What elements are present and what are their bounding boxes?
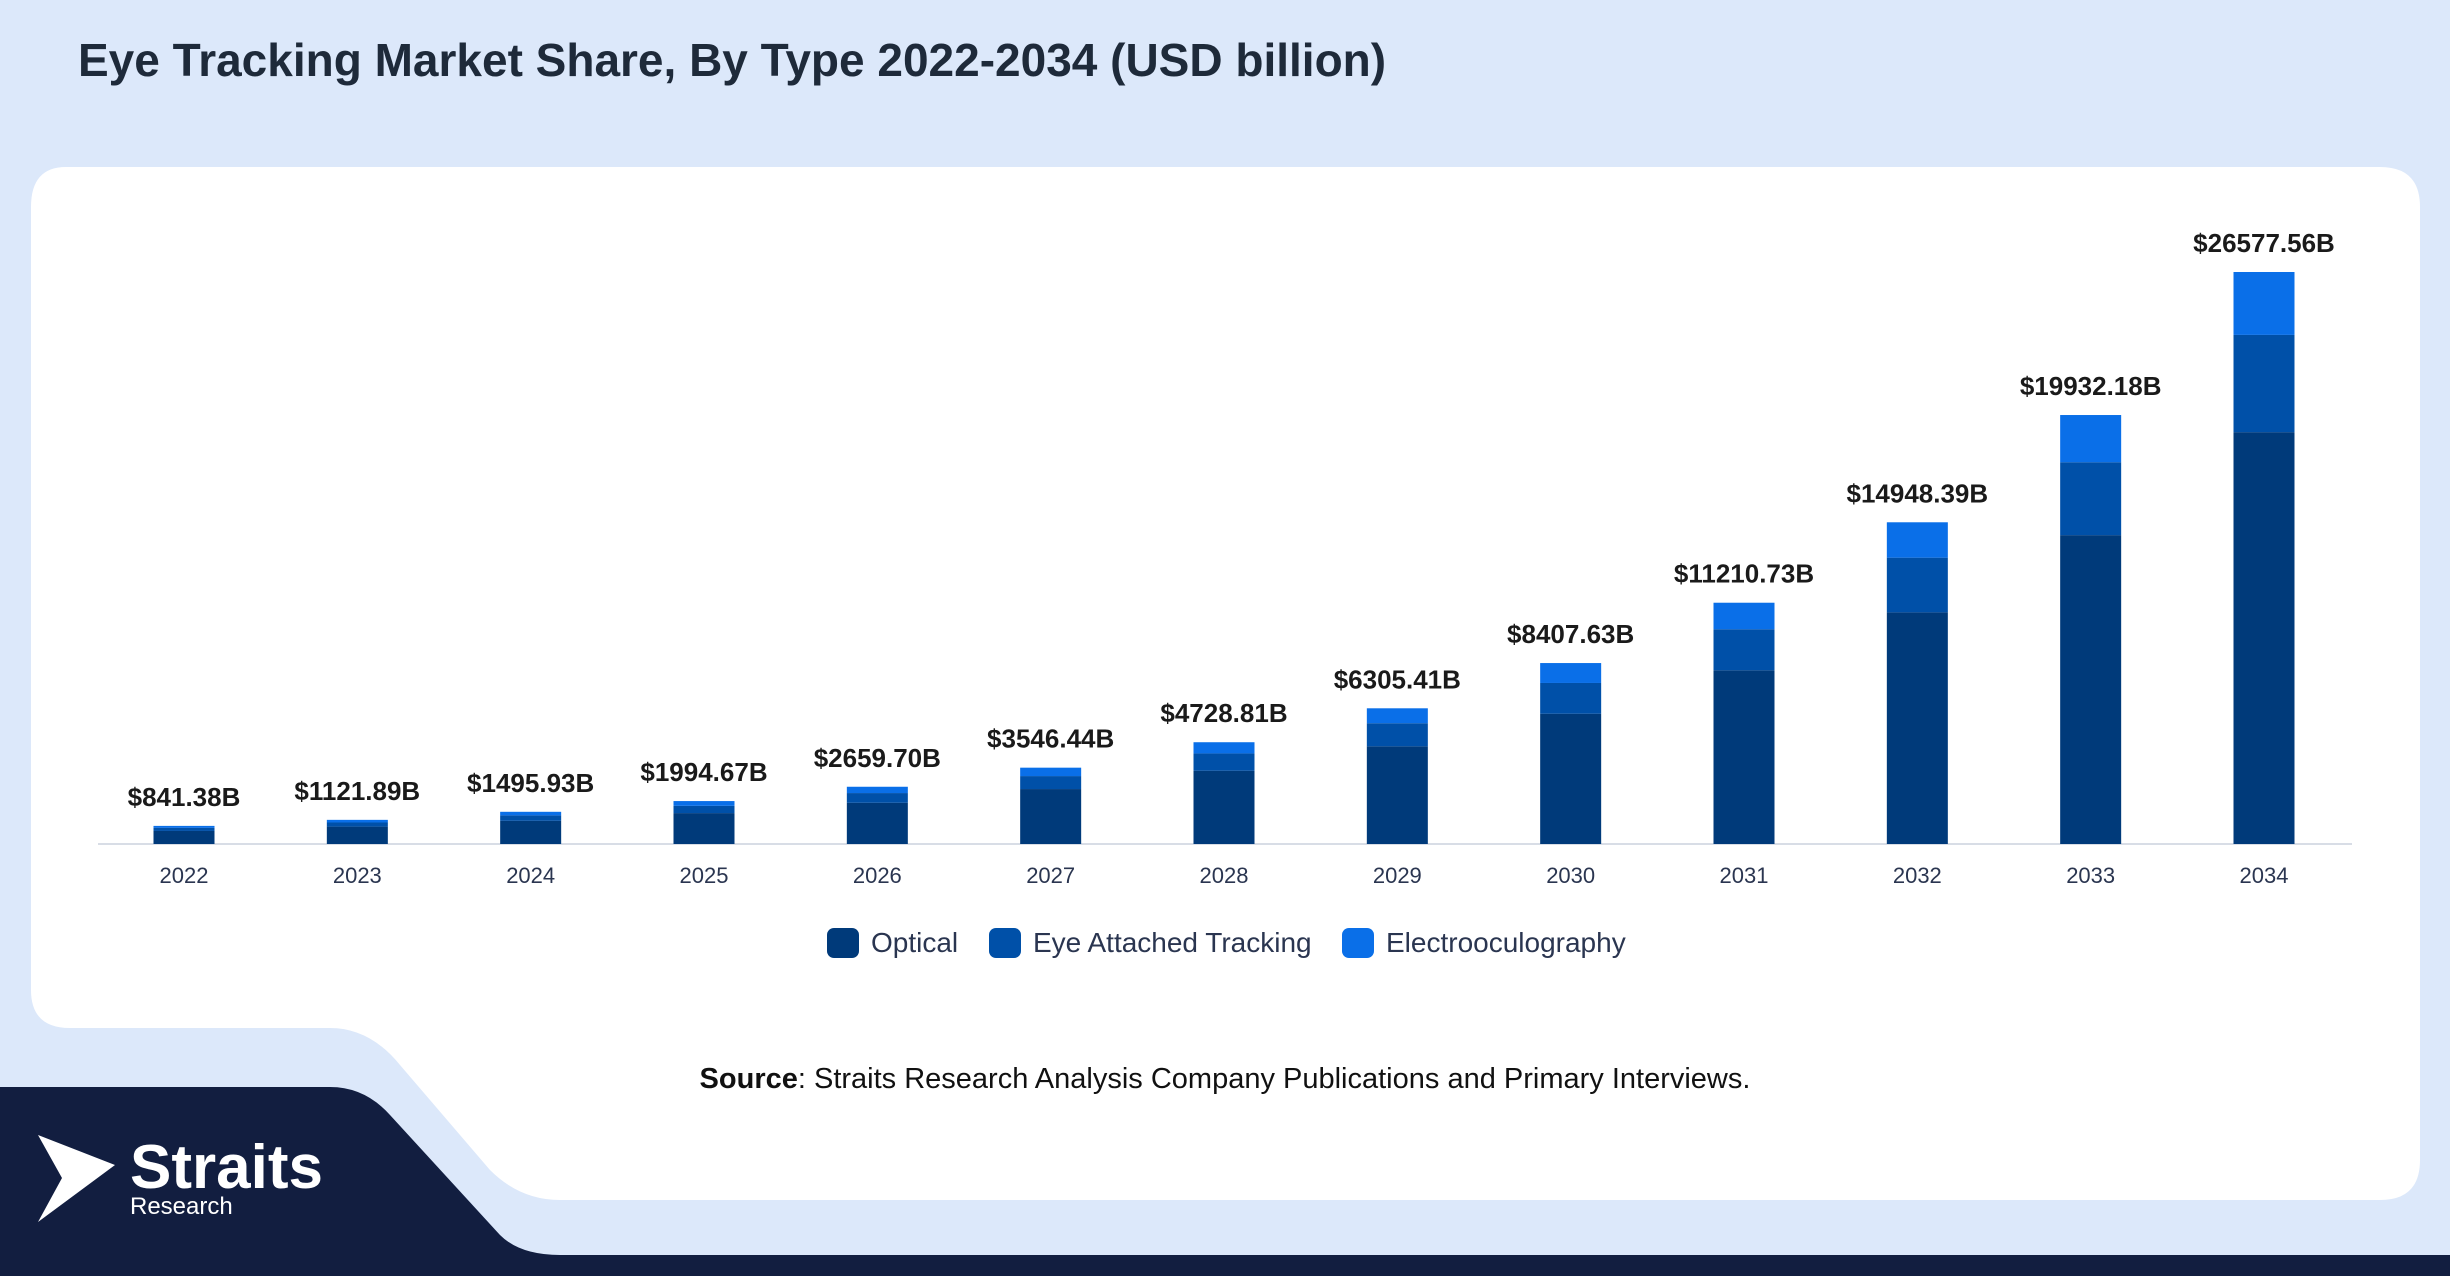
total-label: $26577.56B xyxy=(2193,228,2335,258)
x-tick-label: 2025 xyxy=(680,863,729,888)
total-label: $19932.18B xyxy=(2020,371,2162,401)
total-label: $3546.44B xyxy=(987,724,1114,754)
x-tick-label: 2029 xyxy=(1373,863,1422,888)
x-tick-label: 2030 xyxy=(1546,863,1595,888)
bar-segment xyxy=(673,801,735,806)
bar-segment xyxy=(2060,415,2122,463)
x-tick-label: 2034 xyxy=(2240,863,2289,888)
legend-label: Electrooculography xyxy=(1386,927,1626,958)
legend-label: Optical xyxy=(871,927,958,958)
total-label: $1495.93B xyxy=(467,768,594,798)
legend-swatch xyxy=(827,928,859,958)
bar-segment xyxy=(846,786,908,794)
bar-segment xyxy=(846,802,908,844)
x-tick-label: 2022 xyxy=(160,863,209,888)
bar-segment xyxy=(1366,723,1428,747)
total-label: $1994.67B xyxy=(640,757,767,787)
bar-segment xyxy=(1540,713,1602,844)
bar-segment xyxy=(1193,753,1255,771)
bar-segment xyxy=(326,819,388,823)
bar-segment xyxy=(2233,334,2295,433)
x-tick-label: 2032 xyxy=(1893,863,1942,888)
bar-segment xyxy=(2060,535,2122,844)
bar-segment xyxy=(1886,612,1948,844)
legend-swatch xyxy=(1342,928,1374,958)
x-tick-label: 2026 xyxy=(853,863,902,888)
logo-sub: Research xyxy=(130,1193,233,1220)
legend-swatch xyxy=(989,928,1021,958)
bar-segment xyxy=(1193,742,1255,754)
bar-segment xyxy=(2233,272,2295,335)
x-tick-label: 2031 xyxy=(1720,863,1769,888)
total-label: $841.38B xyxy=(128,782,241,812)
x-tick-label: 2028 xyxy=(1200,863,1249,888)
bar-segment xyxy=(1366,708,1428,724)
bar-segment xyxy=(2060,462,2122,536)
bar-segment xyxy=(153,825,215,828)
bar-segment xyxy=(1540,682,1602,714)
total-label: $8407.63B xyxy=(1507,619,1634,649)
bar-segment xyxy=(1886,557,1948,613)
bar-segment xyxy=(1540,663,1602,683)
source-label: Source xyxy=(700,1063,798,1095)
bar-segment xyxy=(153,830,215,844)
footer-band xyxy=(0,1087,2450,1276)
x-tick-label: 2024 xyxy=(506,863,555,888)
bar-segment xyxy=(1713,670,1775,844)
legend-label: Eye Attached Tracking xyxy=(1033,927,1312,958)
bar-segment xyxy=(1193,770,1255,844)
source-text: : Straits Research Analysis Company Publ… xyxy=(798,1063,1751,1095)
bar-segment xyxy=(673,813,735,844)
bar-segment xyxy=(2233,432,2295,844)
logo-icon xyxy=(38,1135,115,1222)
chart-title: Eye Tracking Market Share, By Type 2022-… xyxy=(78,34,1386,86)
bar-segment xyxy=(673,805,735,814)
total-label: $2659.70B xyxy=(814,743,941,773)
bar-segment xyxy=(153,827,215,831)
total-label: $4728.81B xyxy=(1160,698,1287,728)
total-label: $11210.73B xyxy=(1674,559,1814,589)
bar-segment xyxy=(1020,767,1082,777)
total-label: $6305.41B xyxy=(1334,664,1461,694)
card xyxy=(31,167,2420,1200)
total-label: $1121.89B xyxy=(294,776,420,806)
bar-segment xyxy=(500,820,562,844)
bar-segment xyxy=(1020,776,1082,790)
bar-segment xyxy=(1886,522,1948,558)
bar-segment xyxy=(1713,602,1775,630)
bar-segment xyxy=(846,793,908,803)
x-tick-label: 2023 xyxy=(333,863,382,888)
bar-segment xyxy=(1366,746,1428,844)
bar-segment xyxy=(500,811,562,816)
logo-name: Straits xyxy=(130,1133,323,1202)
bar-segment xyxy=(326,822,388,827)
x-tick-label: 2027 xyxy=(1026,863,1075,888)
bar-segment xyxy=(326,826,388,844)
bar-segment xyxy=(1713,629,1775,671)
source: Source: Straits Research Analysis Compan… xyxy=(700,1063,1751,1095)
total-label: $14948.39B xyxy=(1846,478,1988,508)
x-tick-label: 2033 xyxy=(2066,863,2115,888)
bar-segment xyxy=(1020,789,1082,844)
bar-segment xyxy=(500,815,562,821)
